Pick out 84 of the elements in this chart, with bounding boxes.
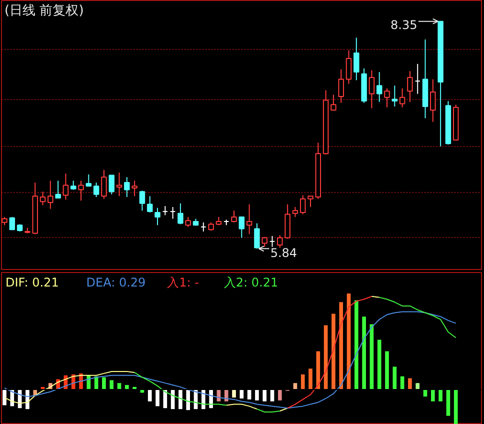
candlestick: [62, 172, 69, 200]
candlestick: [139, 190, 146, 212]
candlestick: [330, 94, 336, 111]
chart-title: (日线 前复权): [4, 4, 84, 18]
candlestick: [392, 85, 398, 107]
candlestick: [154, 207, 160, 226]
candlestick: [414, 63, 420, 94]
candlestick: [116, 172, 122, 197]
candlestick: [238, 216, 245, 238]
candlestick: [300, 194, 306, 215]
bar: [255, 390, 259, 400]
bar: [377, 340, 382, 390]
candlestick: [354, 37, 360, 81]
text: DIF: 0.21: [6, 276, 59, 290]
candlestick: [170, 206, 176, 220]
bar: [2, 390, 6, 406]
bar: [247, 390, 252, 400]
candlestick: [93, 182, 100, 198]
bar: [300, 374, 305, 390]
candlestick: [132, 180, 138, 197]
bar: [232, 390, 236, 398]
bar: [416, 383, 420, 390]
candlestick: [407, 70, 413, 102]
candlestick: [277, 234, 283, 248]
bar: [262, 390, 267, 402]
candlestick: [399, 88, 406, 108]
bar: [362, 316, 366, 390]
bar: [408, 378, 412, 390]
candlestick: [86, 174, 92, 187]
bar: [186, 390, 190, 410]
candlestick: [430, 78, 436, 122]
candlestick: [246, 204, 252, 235]
bar: [163, 390, 168, 408]
candlestick: [338, 68, 344, 104]
candlestick: [48, 180, 54, 210]
candlestick: [178, 202, 184, 225]
candlestick: [124, 176, 130, 198]
candlestick: [146, 196, 153, 213]
bar: [224, 390, 228, 402]
bar: [308, 368, 312, 390]
candlestick: [284, 204, 290, 240]
bar: [278, 390, 282, 400]
bar: [339, 302, 344, 390]
bar: [156, 390, 160, 406]
bar: [102, 377, 106, 390]
candlestick: [269, 235, 276, 248]
text: DEA: 0.29: [86, 276, 146, 290]
bar: [240, 390, 244, 398]
candlestick: [346, 50, 352, 84]
bar: [438, 390, 442, 402]
candlestick: [185, 216, 191, 228]
bar: [178, 390, 182, 410]
bar: [270, 390, 274, 402]
candlestick: [262, 236, 268, 248]
text: 入1: -: [167, 276, 199, 290]
bar: [354, 300, 358, 390]
annotation: 5.84: [270, 246, 298, 260]
bar: [446, 390, 450, 416]
candlestick: [376, 72, 382, 102]
bar: [392, 366, 397, 390]
candlestick: [101, 169, 107, 200]
bar: [454, 390, 458, 424]
candlestick: [9, 216, 16, 230]
candlestick: [55, 180, 61, 198]
bar: [385, 351, 389, 390]
candlestick: [292, 206, 298, 218]
candlestick: [70, 180, 76, 190]
candlestick: [40, 191, 46, 206]
candlestick: [200, 222, 206, 232]
candlestick: [162, 206, 168, 216]
candlestick: [108, 174, 114, 195]
candlestick: [254, 222, 260, 250]
candlestick: [231, 210, 237, 223]
bar: [148, 390, 152, 402]
candlestick: [308, 196, 314, 208]
bar: [316, 351, 320, 390]
bar: [430, 390, 435, 402]
annotation: 8.35: [390, 18, 418, 32]
candlestick: [78, 180, 84, 202]
candlestick: [368, 70, 375, 109]
text: 入2: 0.21: [224, 276, 278, 290]
bar: [110, 380, 114, 390]
candlestick: [384, 88, 390, 108]
bar: [332, 314, 336, 390]
